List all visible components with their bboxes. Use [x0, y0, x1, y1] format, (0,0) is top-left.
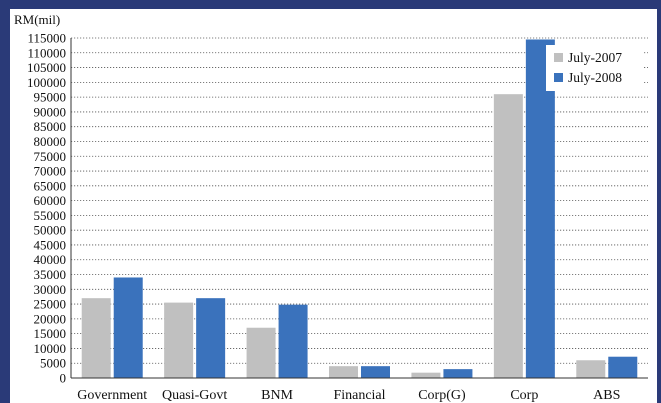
x-tick-label: Financial [333, 388, 385, 403]
bar-july-2008-financial [361, 366, 390, 378]
x-tick-label: Government [77, 388, 147, 403]
x-tick-label: Corp [510, 388, 538, 403]
y-tick-label: 95000 [34, 90, 67, 105]
bar-july-2007-corp [493, 94, 523, 378]
bar-july-2007-bnm [246, 327, 276, 378]
right-border [657, 0, 661, 403]
y-tick-label: 20000 [34, 311, 67, 326]
bar-july-2007-quasi-govt [164, 302, 194, 378]
bar-july-2008-quasi-govt [196, 298, 226, 378]
bar-july-2008-corp [525, 39, 555, 378]
y-tick-label: 45000 [34, 237, 67, 252]
bar-july-2008-corp-g- [443, 369, 473, 378]
y-tick-label: 35000 [34, 267, 67, 282]
bar-july-2007-government [81, 298, 111, 378]
y-tick-label: 15000 [34, 326, 67, 341]
y-tick-label: 65000 [34, 178, 67, 193]
y-tick-label: 100000 [27, 75, 66, 90]
x-tick-label: BNM [261, 388, 293, 403]
left-border [0, 0, 10, 403]
legend-label: July-2008 [568, 70, 622, 85]
y-tick-label: 110000 [27, 45, 66, 60]
y-tick-label: 0 [60, 371, 67, 386]
y-tick-label: 25000 [34, 297, 67, 312]
bar-july-2008-bnm [278, 304, 308, 378]
y-tick-label: 30000 [34, 282, 67, 297]
bar-july-2007-corp-g- [411, 372, 441, 378]
y-tick-label: 85000 [34, 119, 67, 134]
y-tick-label: 70000 [34, 164, 67, 179]
y-tick-label: 5000 [40, 356, 66, 371]
y-axis-unit-label: RM(mil) [14, 12, 60, 27]
legend-swatch [554, 73, 563, 82]
y-tick-label: 115000 [27, 31, 66, 46]
y-tick-label: 75000 [34, 149, 67, 164]
bar-july-2008-government [113, 277, 143, 378]
legend-box [546, 45, 644, 91]
x-tick-label: Quasi-Govt [162, 388, 227, 403]
title-band [0, 0, 661, 9]
y-tick-label: 105000 [27, 60, 66, 75]
legend-label: July-2007 [568, 50, 622, 65]
bar-july-2007-financial [329, 366, 358, 378]
y-tick-label: 50000 [34, 223, 67, 238]
bar-july-2007-abs [576, 360, 606, 378]
y-tick-label: 55000 [34, 208, 67, 223]
x-axis-labels: Government Quasi-Govt BNM Financial Corp(G) C… [77, 388, 620, 403]
y-tick-label: 80000 [34, 134, 67, 149]
y-tick-label: 60000 [34, 193, 67, 208]
x-tick-label: Corp(G) [418, 388, 466, 403]
legend-swatch [554, 53, 563, 62]
bar-july-2008-abs [608, 356, 638, 378]
x-tick-label: ABS [593, 388, 620, 403]
bars [81, 39, 638, 378]
y-tick-label: 10000 [34, 341, 67, 356]
y-axis-ticks: 0500010000150002000025000300003500040000… [27, 31, 66, 386]
y-tick-label: 90000 [34, 104, 67, 119]
y-tick-label: 40000 [34, 252, 67, 267]
legend: July-2007 July-2008 [546, 45, 644, 91]
